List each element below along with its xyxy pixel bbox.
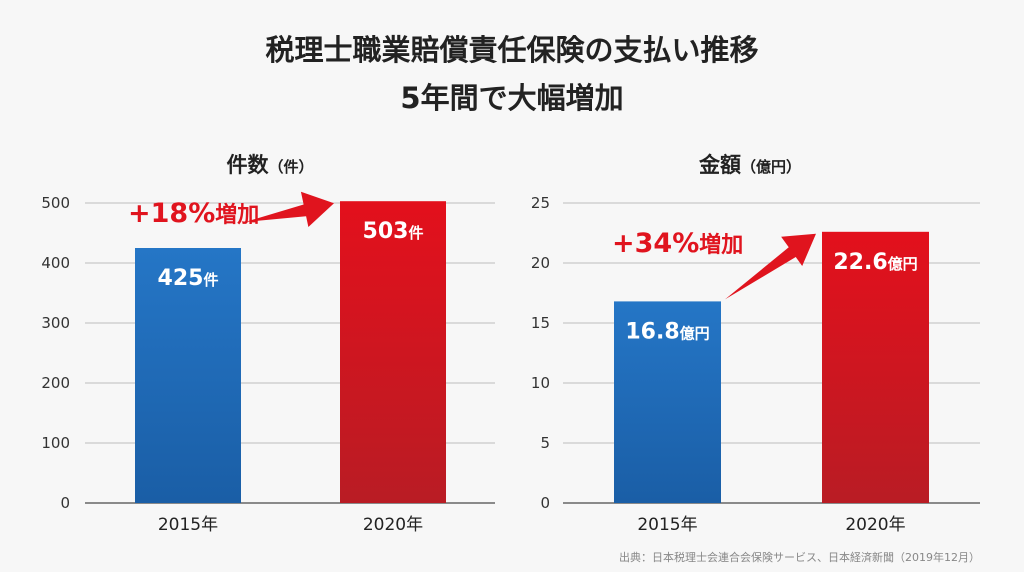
y-tick-label: 0 xyxy=(60,494,70,512)
data-label-unit: 億円 xyxy=(888,255,918,273)
bar-2015年 xyxy=(614,301,721,503)
increase-annotation: +18%増加 xyxy=(128,198,259,229)
main-title-line2: 5年間で大幅増加 xyxy=(400,81,623,115)
x-category-label: 2015年 xyxy=(158,515,218,535)
increase-arrow-icon xyxy=(245,191,334,228)
y-tick-label: 25 xyxy=(531,194,550,212)
y-tick-label: 5 xyxy=(540,434,550,452)
increase-arrow-icon xyxy=(725,233,816,300)
bar-2015年 xyxy=(135,248,241,503)
x-category-label: 2020年 xyxy=(845,515,905,535)
data-label-value: 16.8 xyxy=(625,319,679,344)
increase-annotation: +34%増加 xyxy=(612,228,743,259)
main-title-line1: 税理士職業賠償責任保険の支払い推移 xyxy=(265,33,758,67)
chart-title: 件数（件） xyxy=(226,153,313,177)
annotation-suffix: 増加 xyxy=(215,202,259,228)
annotation-percent: +18% xyxy=(128,198,215,229)
chart-title-main: 件数 xyxy=(226,153,269,177)
chart-title-main: 金額 xyxy=(698,153,741,177)
x-category-label: 2015年 xyxy=(637,515,697,535)
y-tick-label: 200 xyxy=(41,374,70,392)
bar-2020年 xyxy=(822,231,929,504)
chart-title-unit: （件） xyxy=(268,158,313,176)
y-tick-label: 10 xyxy=(531,374,550,392)
data-label-value: 503 xyxy=(363,219,409,244)
chart-panel-2: 金額（億円）051015202516.8億円2015年22.6億円2020年+3… xyxy=(531,153,980,535)
x-category-label: 2020年 xyxy=(363,515,423,535)
data-label: 503件 xyxy=(363,219,424,244)
data-label-unit: 億円 xyxy=(680,324,710,342)
data-label-value: 22.6 xyxy=(833,250,887,275)
y-tick-label: 20 xyxy=(531,254,550,272)
annotation-suffix: 増加 xyxy=(699,232,743,258)
data-label: 425件 xyxy=(158,266,219,291)
data-label-unit: 件 xyxy=(408,224,423,242)
y-tick-label: 15 xyxy=(531,314,550,332)
y-tick-label: 500 xyxy=(41,194,70,212)
y-tick-label: 400 xyxy=(41,254,70,272)
annotation-percent: +34% xyxy=(612,228,699,259)
data-label-value: 425 xyxy=(158,266,204,291)
chart-title: 金額（億円） xyxy=(698,153,801,177)
data-label: 16.8億円 xyxy=(625,319,709,344)
data-label-unit: 件 xyxy=(203,271,218,289)
data-label: 22.6億円 xyxy=(833,250,917,275)
chart-title-unit: （億円） xyxy=(741,158,801,176)
y-tick-label: 300 xyxy=(41,314,70,332)
y-tick-label: 0 xyxy=(540,494,550,512)
y-tick-label: 100 xyxy=(41,434,70,452)
source-note: 出典：日本税理士会連合会保険サービス、日本経済新聞（2019年12月） xyxy=(619,550,980,564)
bar-2020年 xyxy=(340,201,446,503)
chart-panel-1: 件数（件）0100200300400500425件2015年503件2020年+… xyxy=(41,153,495,535)
